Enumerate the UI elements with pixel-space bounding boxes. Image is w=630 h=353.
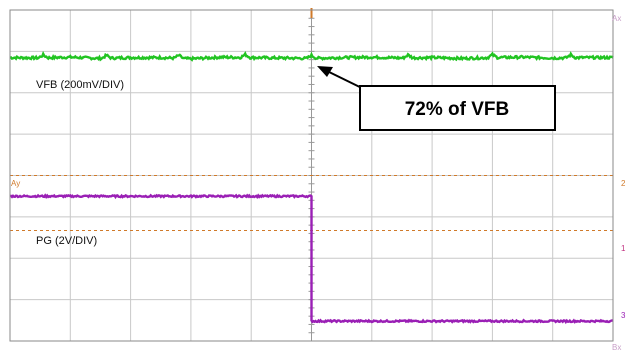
pg-trace: [9, 193, 614, 325]
marker-ch1: 1: [621, 244, 626, 253]
annotation-callout: 72% of VFB: [317, 66, 556, 131]
marker-left-ref: Ay: [11, 179, 20, 188]
vfb-series-label: VFB (200mV/DIV): [36, 79, 124, 91]
marker-bottom-right: Bx: [612, 343, 621, 352]
pg-series-label: PG (2V/DIV): [36, 235, 97, 247]
callout-arrow-head: [317, 66, 333, 77]
marker-ch3: 3: [621, 311, 626, 320]
marker-top-right: Ax: [612, 14, 621, 23]
callout-box: [359, 85, 556, 131]
signal-traces: [9, 50, 614, 325]
marker-ch2: 2: [621, 179, 626, 188]
vfb-trace: [9, 50, 614, 62]
callout-text: 72% of VFB: [405, 99, 510, 120]
screen-frame: [9, 9, 614, 342]
